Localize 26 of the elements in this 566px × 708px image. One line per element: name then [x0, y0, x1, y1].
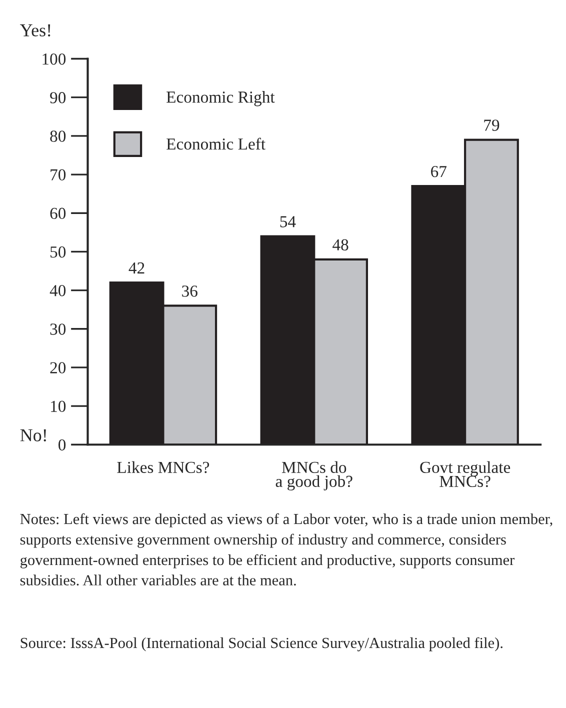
text: Notes: Left views are depicted as views of a Labor voter, who is a trade union member, supports extensive government ownership of industry and commerce, considers government-owned enterprises to be efficient and productive, supports consumer subsidies. All other variables are at the mean.: [20, 513, 552, 586]
y-tick-label: 40: [50, 284, 66, 296]
text: Yes!: [20, 24, 50, 36]
y-tick-label: 0: [58, 439, 66, 451]
x-tick-label: Govt regulate MNCs?: [420, 461, 510, 488]
data-label: 54: [280, 216, 296, 228]
y-tick-label: 80: [50, 130, 66, 142]
x-tick-label: MNCs do a good job?: [276, 461, 352, 490]
text: No!: [20, 429, 46, 442]
y-tick-label: 100: [42, 53, 66, 65]
data-label: 42: [128, 262, 144, 274]
y-tick-label: 30: [50, 324, 66, 335]
x-tick-label: Likes MNCs?: [117, 461, 210, 474]
data-label: 79: [484, 120, 500, 131]
data-label: 48: [332, 239, 348, 250]
y-tick-label: 70: [50, 169, 66, 180]
legend-label: Economic Left: [166, 138, 266, 150]
y-tick-label: 50: [50, 246, 66, 258]
data-label: 36: [182, 286, 198, 297]
source-note: Source: IsssA-Pool (International Social Science Survey/Australia pooled file).: [20, 637, 502, 652]
data-label: 67: [431, 166, 447, 178]
y-tick-label: 60: [50, 208, 66, 220]
y-tick-label: 90: [50, 92, 66, 104]
y-tick-label: 20: [50, 362, 66, 374]
legend-label: Economic Right: [166, 91, 275, 106]
y-tick-label: 10: [51, 400, 66, 412]
